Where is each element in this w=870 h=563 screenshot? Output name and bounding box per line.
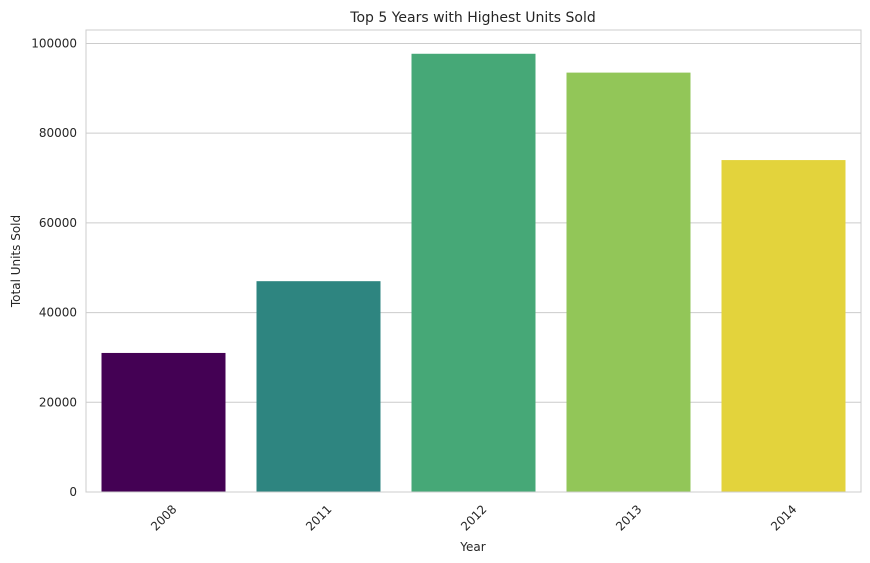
- y-tick-label: 0: [69, 485, 77, 499]
- chart-title: Top 5 Years with Highest Units Sold: [349, 10, 595, 26]
- y-axis-label: Total Units Sold: [9, 215, 23, 308]
- x-tick-label: 2011: [303, 502, 334, 533]
- plot-frame: [85, 29, 862, 493]
- x-tick-label: 2014: [768, 502, 799, 533]
- x-tick-label: 2012: [458, 502, 489, 533]
- bar-2014: [721, 160, 846, 492]
- bar-2008: [101, 352, 226, 492]
- bar-2011: [256, 281, 381, 492]
- x-axis-label: Year: [459, 540, 485, 554]
- y-tick-label: 80000: [39, 126, 77, 140]
- y-tick-label: 20000: [39, 395, 77, 409]
- bar-2012: [411, 53, 536, 492]
- y-tick-label: 40000: [39, 306, 77, 320]
- x-tick-labels: 2008 2011 2012 2013 2014: [148, 502, 799, 533]
- y-tick-label: 100000: [31, 36, 77, 50]
- x-tick-label: 2008: [148, 502, 179, 533]
- y-tick-labels: 0 20000 40000 60000 80000 100000: [31, 36, 77, 499]
- bars: [101, 53, 846, 493]
- bar-2013: [566, 72, 691, 493]
- x-tick-label: 2013: [613, 502, 644, 533]
- y-tick-label: 60000: [39, 216, 77, 230]
